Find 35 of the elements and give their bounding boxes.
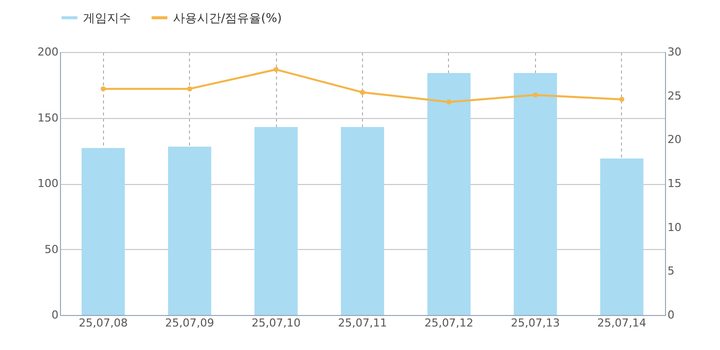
y2-tick-label: 20 — [668, 133, 682, 146]
y2-tick-label: 15 — [668, 177, 682, 190]
bar — [254, 126, 298, 315]
point — [619, 96, 624, 102]
x-tick-label: 25,07,09 — [165, 316, 214, 330]
y-tick-label: 0 — [52, 308, 58, 322]
y-tick-label: 150 — [38, 111, 58, 124]
y-tick-label: 100 — [38, 177, 58, 190]
x-tick-label: 25,07,14 — [597, 316, 646, 330]
y-tick-label: 50 — [44, 242, 58, 256]
y2-tick-label: 25 — [668, 89, 682, 102]
y2-tick-label: 5 — [668, 264, 674, 278]
bar — [340, 126, 384, 315]
point — [446, 99, 452, 104]
y2-tick-label: 0 — [668, 308, 674, 322]
x-tick-label: 25,07,10 — [252, 316, 301, 330]
bar — [82, 148, 125, 315]
x-tick-label: 25,07,13 — [510, 316, 560, 330]
point — [187, 86, 192, 92]
point — [100, 86, 106, 92]
bar — [427, 73, 471, 315]
y-tick-label: 200 — [38, 46, 58, 58]
legend-label: 게임지수 — [83, 10, 131, 25]
bar — [514, 73, 557, 315]
x-tick-label: 25,07,08 — [78, 316, 128, 330]
x-tick-label: 25,07,12 — [424, 316, 474, 330]
y2-tick-label: 10 — [668, 220, 682, 234]
point — [360, 90, 365, 95]
bar — [168, 146, 212, 315]
point — [274, 67, 279, 72]
point — [532, 92, 538, 98]
y2-tick-label: 30 — [668, 46, 682, 58]
bar — [600, 158, 644, 315]
legend-label: 사용시간/점유율(%) — [173, 10, 282, 25]
x-tick-label: 25,07,11 — [338, 316, 387, 330]
